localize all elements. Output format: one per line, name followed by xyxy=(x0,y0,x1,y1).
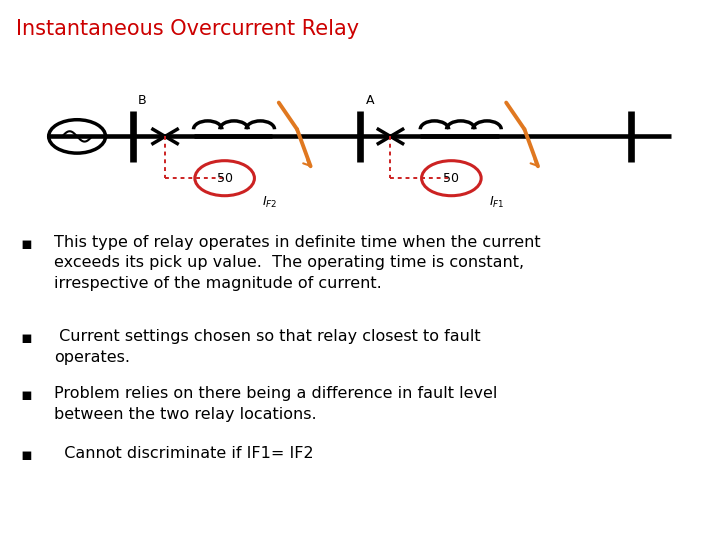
Text: Cannot discriminate if IF1= IF2: Cannot discriminate if IF1= IF2 xyxy=(54,446,314,461)
Text: $\mathit{I}_{F2}$: $\mathit{I}_{F2}$ xyxy=(262,194,277,210)
Text: 50: 50 xyxy=(444,172,459,185)
Text: ▪: ▪ xyxy=(20,235,32,253)
Text: ▪: ▪ xyxy=(20,329,32,347)
Text: 50: 50 xyxy=(217,172,233,185)
Text: Instantaneous Overcurrent Relay: Instantaneous Overcurrent Relay xyxy=(16,19,359,39)
Text: A: A xyxy=(366,93,374,106)
Text: $\mathit{I}_{F1}$: $\mathit{I}_{F1}$ xyxy=(489,194,504,210)
Text: ▪: ▪ xyxy=(20,386,32,404)
Text: This type of relay operates in definite time when the current
exceeds its pick u: This type of relay operates in definite … xyxy=(54,235,541,291)
Text: B: B xyxy=(138,93,147,106)
Text: ▪: ▪ xyxy=(20,446,32,463)
Text: Problem relies on there being a difference in fault level
between the two relay : Problem relies on there being a differen… xyxy=(54,386,498,422)
Text: Current settings chosen so that relay closest to fault
operates.: Current settings chosen so that relay cl… xyxy=(54,329,481,365)
